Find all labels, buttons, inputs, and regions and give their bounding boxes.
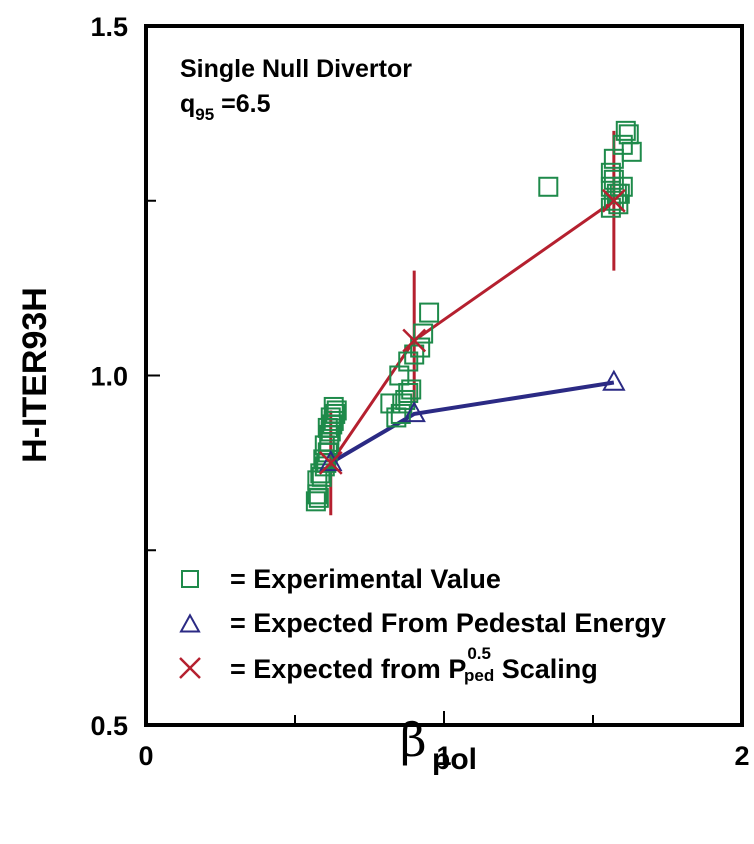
legend-label-scaling: = Expected from P0.5 ped Scaling	[230, 644, 598, 685]
legend: = Experimental Value = Expected From Ped…	[179, 564, 666, 685]
experimental-point	[404, 344, 425, 365]
experimental-point	[419, 302, 440, 323]
experimental-point	[325, 403, 346, 424]
pedestal-point	[319, 450, 343, 472]
legend-label-scaling-sub: ped	[464, 666, 494, 685]
pedestal-point	[602, 369, 626, 391]
experimental-point	[380, 393, 401, 414]
annotation-q-subscript: 95	[195, 105, 214, 124]
scaling-point-stroke-b	[318, 450, 343, 475]
x-tick-label: 0	[138, 741, 153, 771]
experimental-point	[398, 351, 419, 372]
x-axis-label-symbol: β	[400, 713, 427, 767]
experimental-point	[401, 379, 422, 400]
scaling-point-stroke-b	[402, 328, 427, 353]
experimental-point	[413, 323, 434, 344]
experimental-point	[600, 162, 621, 183]
ticks	[145, 25, 743, 726]
pedestal-line	[329, 380, 615, 465]
experimental-point	[621, 141, 642, 162]
legend-label-scaling-rest: Scaling	[494, 654, 598, 684]
y-tick-label: 1.0	[90, 362, 128, 392]
experimental-point	[310, 463, 331, 484]
scaling-line	[329, 199, 615, 464]
experimental-point	[326, 400, 347, 421]
annotation-q: q	[180, 90, 195, 118]
legend-label-pedestal: = Expected From Pedestal Energy	[230, 608, 666, 638]
tick-labels: 0 1 2 0.5 1.0 1.5	[90, 12, 749, 771]
experimental-point	[323, 410, 344, 431]
annotation-line-2: q95 =6.5	[180, 90, 271, 124]
experimental-point	[323, 396, 344, 417]
y-tick-label: 0.5	[90, 711, 128, 741]
legend-label-scaling-sup: 0.5	[467, 644, 491, 663]
legend-marker-square	[181, 570, 199, 588]
x-tick-label: 2	[734, 741, 749, 771]
legend-x	[179, 657, 201, 679]
legend-marker-x	[179, 657, 201, 679]
legend-triangle	[179, 613, 201, 633]
legend-marker-triangle	[179, 613, 201, 633]
annotation-line-1: Single Null Divertor	[180, 55, 412, 83]
error-bars	[329, 130, 616, 516]
legend-x-stroke-b	[179, 657, 201, 679]
experimental-point	[305, 491, 326, 512]
experimental-point	[319, 424, 340, 445]
experimental-point	[609, 183, 630, 204]
pedestal-point	[402, 401, 426, 423]
experimental-point	[615, 120, 636, 141]
experimental-point	[390, 403, 411, 424]
legend-square	[181, 570, 199, 588]
experimental-point	[410, 337, 431, 358]
x-axis-label-subscript: pol	[432, 743, 477, 776]
series-lines	[329, 199, 615, 465]
scaling-point	[601, 188, 626, 213]
annotation-q-value: =6.5	[214, 90, 270, 118]
experimental-point	[538, 176, 559, 197]
x-tick-label: 1	[436, 741, 451, 771]
experimental-point	[395, 389, 416, 410]
y-axis-label: H-ITER93H	[16, 287, 54, 463]
scaling-series	[318, 188, 626, 475]
y-tick-label: 1.5	[90, 12, 128, 42]
scaling-point	[318, 450, 343, 475]
x-axis-label: β pol	[400, 713, 477, 776]
scaling-point	[402, 328, 427, 353]
legend-label-scaling-main: = Expected from P	[230, 654, 466, 684]
legend-label-experimental: = Experimental Value	[230, 564, 501, 594]
experimental-series	[305, 120, 642, 512]
annotation: Single Null Divertor q95 =6.5	[180, 55, 412, 124]
pedestal-series	[319, 369, 626, 472]
scaling-point-stroke-b	[601, 188, 626, 213]
